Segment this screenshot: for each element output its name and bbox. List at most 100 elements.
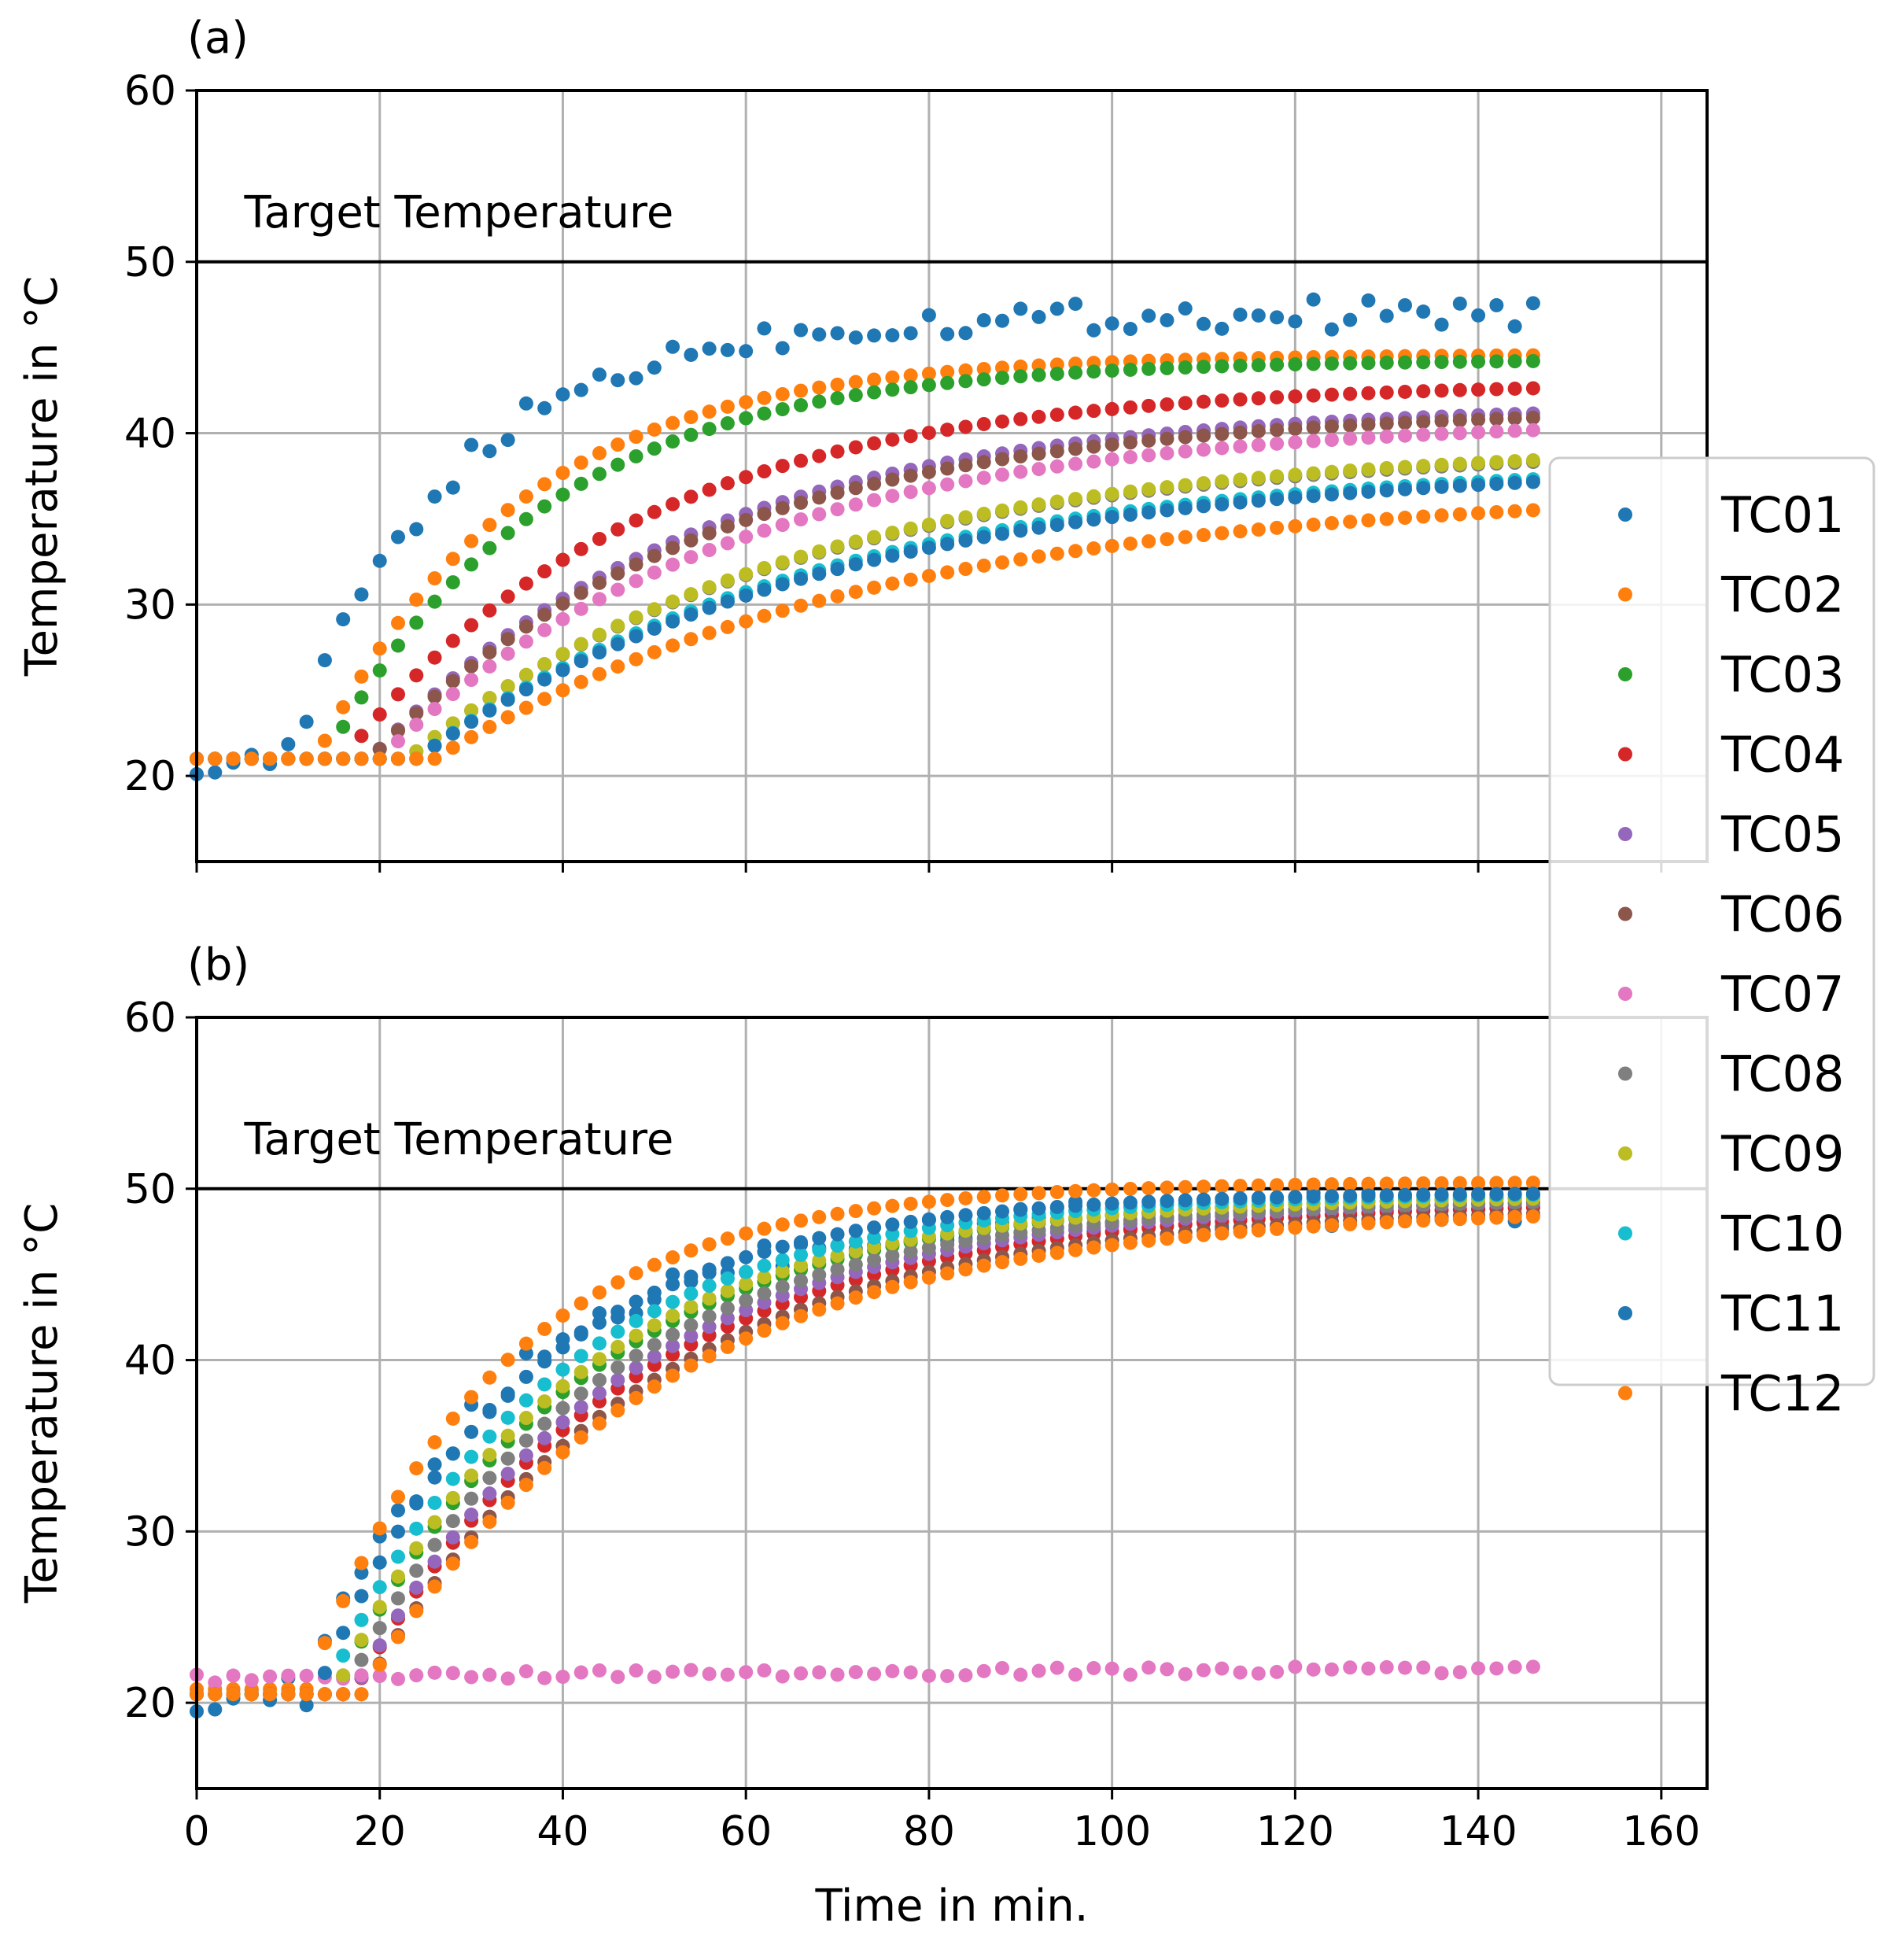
data-point (903, 521, 918, 536)
data-point (1160, 1180, 1174, 1195)
data-point (1434, 479, 1449, 494)
data-point (555, 1308, 570, 1323)
data-point (976, 507, 991, 522)
data-point (1343, 418, 1358, 433)
data-point (1123, 536, 1138, 551)
data-point (794, 1309, 808, 1323)
data-point (500, 1467, 515, 1482)
data-point (1068, 441, 1083, 456)
data-point (867, 1231, 882, 1246)
data-point (244, 1687, 259, 1702)
data-point (1086, 1661, 1101, 1676)
data-point (885, 432, 900, 447)
data-point (666, 434, 680, 449)
data-point (1013, 523, 1028, 538)
data-point (647, 644, 662, 659)
data-point (958, 474, 973, 489)
data-point (1104, 316, 1119, 331)
data-point (1306, 466, 1321, 481)
data-point (794, 1273, 808, 1288)
data-point (1398, 1214, 1412, 1229)
data-point (610, 659, 625, 674)
data-point (1343, 463, 1358, 478)
data-point (830, 1262, 845, 1277)
data-point (482, 541, 497, 556)
data-point (555, 387, 570, 402)
legend-entry: TC08 (1618, 1046, 1844, 1103)
data-point (1215, 393, 1230, 408)
legend-entry: TC04 (1618, 726, 1844, 784)
data-point (1452, 382, 1467, 397)
data-point (812, 1253, 827, 1268)
data-point (592, 467, 607, 482)
data-point (354, 1668, 369, 1683)
data-point (666, 1327, 680, 1342)
data-point (500, 1428, 515, 1443)
data-point (537, 1377, 552, 1392)
data-point (1471, 1211, 1486, 1226)
data-point (775, 604, 790, 618)
data-point (1306, 434, 1321, 448)
data-point (757, 1244, 772, 1259)
data-point (666, 1309, 680, 1323)
data-point (391, 638, 405, 653)
data-point (500, 1386, 515, 1401)
data-point (354, 690, 369, 705)
data-point (1013, 1251, 1028, 1266)
data-point (1525, 453, 1540, 468)
x-tick-label: 0 (183, 1808, 209, 1855)
data-point (1160, 1194, 1174, 1209)
data-point (1251, 1223, 1266, 1238)
data-point (592, 1416, 607, 1431)
data-point (812, 507, 827, 522)
data-point (995, 1188, 1009, 1203)
data-point (1288, 1177, 1303, 1192)
series-tc04 (190, 1200, 1540, 1702)
data-point (1086, 512, 1101, 527)
data-point (445, 740, 460, 755)
data-point (1416, 459, 1431, 474)
data-point (409, 1496, 424, 1511)
data-point (1197, 360, 1211, 375)
legend-marker (1618, 508, 1632, 522)
data-point (775, 500, 790, 515)
data-point (445, 1411, 460, 1426)
data-point (1251, 471, 1266, 485)
data-point (1178, 1229, 1193, 1244)
y-tick-label: 20 (124, 1680, 176, 1727)
data-point (1141, 1233, 1156, 1248)
y-tick-label: 60 (124, 995, 176, 1042)
data-point (372, 1555, 387, 1570)
data-point (610, 522, 625, 537)
legend-label: TC01 (1720, 486, 1844, 544)
data-point (976, 1231, 991, 1246)
data-point (208, 1675, 223, 1690)
data-point (537, 1321, 552, 1336)
legend-entry: TC02 (1618, 567, 1844, 624)
data-point (1251, 437, 1266, 452)
data-point (903, 468, 918, 483)
data-point (537, 1354, 552, 1369)
data-point (518, 619, 533, 634)
data-point (1104, 486, 1119, 501)
data-point (903, 326, 918, 341)
data-point (409, 1541, 424, 1556)
data-point (940, 1209, 955, 1224)
data-point (1489, 504, 1504, 519)
data-point (317, 1666, 332, 1681)
data-point (830, 502, 845, 517)
data-point (592, 1315, 607, 1330)
data-point (1013, 369, 1028, 384)
data-point (1031, 462, 1046, 477)
data-point (1160, 431, 1174, 446)
data-point (336, 1687, 351, 1702)
data-point (1123, 1667, 1138, 1682)
data-point (372, 1657, 387, 1672)
data-point (958, 562, 973, 577)
data-point (464, 1449, 479, 1464)
data-point (647, 504, 662, 519)
data-point (958, 1208, 973, 1223)
data-point (1343, 485, 1358, 500)
data-point (1049, 367, 1064, 382)
data-point (757, 321, 772, 336)
